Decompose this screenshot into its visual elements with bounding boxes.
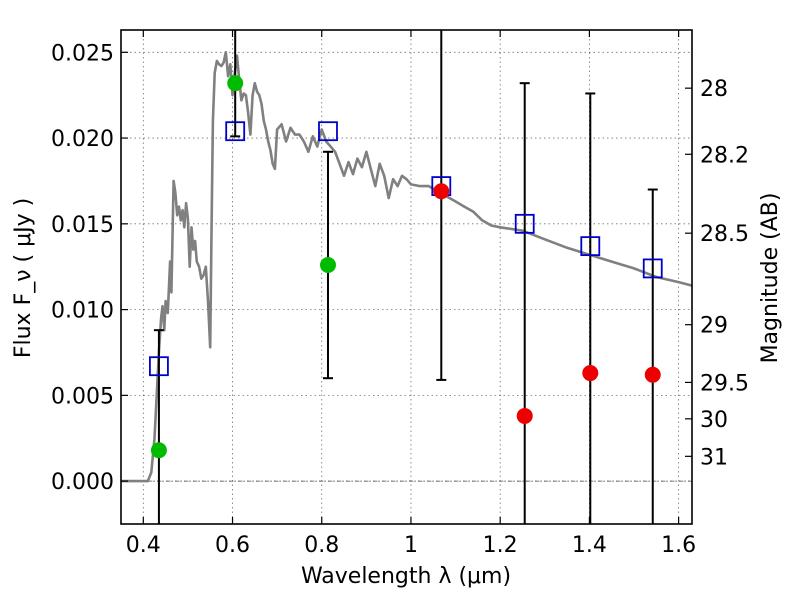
right-tick-label: 28 (700, 77, 728, 102)
circle-marker (227, 75, 244, 92)
square-marker (225, 121, 246, 142)
x-axis-title: Wavelength λ (μm) (301, 564, 511, 589)
square-marker (642, 258, 663, 279)
square-marker (149, 356, 169, 377)
y-tick-label: 0.015 (51, 213, 114, 238)
y-tick-label: 0.005 (51, 384, 114, 409)
square-marker (514, 213, 535, 234)
spectrum-line (121, 51, 693, 483)
data-markers (149, 75, 663, 459)
x-tick-label: 1 (404, 533, 418, 558)
y-tick-label: 0.000 (51, 470, 114, 495)
circle-marker (433, 183, 450, 200)
x-tick-label: 0.6 (215, 533, 250, 558)
x-tick-label: 1.4 (572, 533, 607, 558)
model-spectrum (121, 51, 693, 483)
y-tick-label: 0.020 (51, 127, 114, 152)
circle-marker (150, 442, 167, 459)
y-axis-title: Flux F_ν ( μJy ) (11, 198, 36, 358)
axis-tick-labels: 0.4 0.6 0.8 1 1.2 1.4 1.6 0.000 0.005 0.010 0.015 0… (51, 41, 749, 558)
circle-marker (319, 256, 336, 273)
right-tick-label: 30 (700, 408, 728, 433)
right-tick-label: 28.2 (700, 143, 749, 168)
square-marker (318, 121, 338, 142)
error-bars (153, 30, 658, 524)
plot-frame (120, 29, 693, 525)
y-tick-label: 0.010 (51, 299, 114, 324)
x-tick-label: 0.4 (126, 533, 161, 558)
y-tick-label: 0.025 (51, 41, 114, 66)
x-tick-label: 1.6 (661, 533, 696, 558)
right-tick-label: 29.5 (700, 371, 749, 396)
circle-marker (582, 365, 599, 382)
x-tick-label: 1.2 (483, 533, 518, 558)
right-tick-label: 29 (700, 314, 728, 339)
square-marker (580, 236, 601, 257)
right-tick-label: 28.5 (700, 222, 749, 247)
circle-marker (644, 366, 661, 383)
circle-marker (516, 407, 533, 424)
x-tick-label: 0.8 (304, 533, 339, 558)
y-right-axis-title: Magnitude (AB) (758, 193, 783, 364)
axis-ticks (121, 30, 692, 524)
right-tick-label: 31 (700, 445, 728, 470)
